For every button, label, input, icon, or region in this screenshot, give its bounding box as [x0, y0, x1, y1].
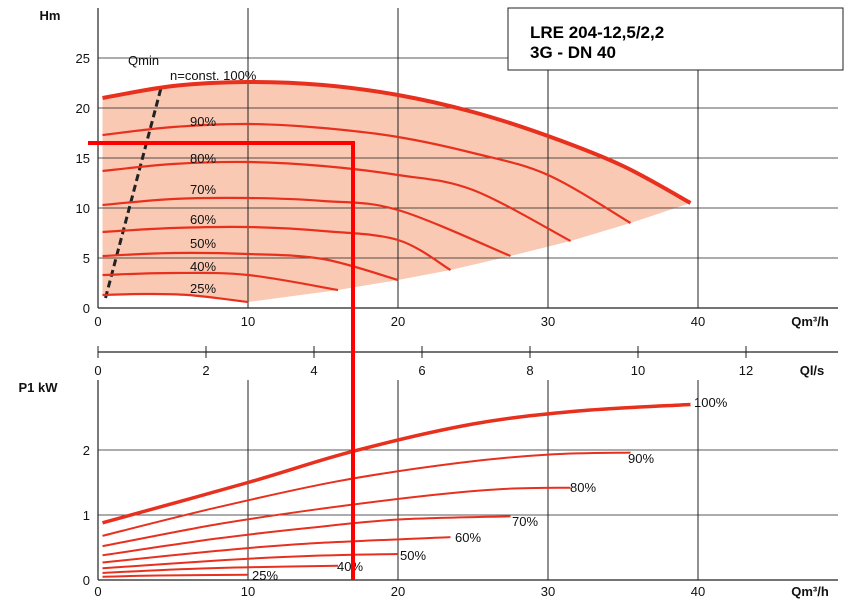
- y-tick-label: 2: [83, 443, 90, 458]
- head-curve: [102, 160, 572, 242]
- x-tick-label: 30: [541, 314, 555, 329]
- power-curve-label: 100%: [694, 395, 728, 410]
- x-tick-label: 30: [541, 584, 555, 599]
- secondary-tick-label: 6: [418, 363, 425, 378]
- y-tick-label: 10: [76, 201, 90, 216]
- power-curve: [102, 515, 511, 557]
- power-curve: [102, 573, 249, 578]
- secondary-tick-label: 2: [202, 363, 209, 378]
- x-tick-label: 0: [94, 314, 101, 329]
- y-tick-label: 15: [76, 151, 90, 166]
- secondary-flow-axis: 0 2 4 6 8 10 12 Ql/s: [94, 346, 838, 378]
- power-curve-label: 60%: [455, 530, 481, 545]
- y-tick-label: 20: [76, 101, 90, 116]
- secondary-tick-label: 8: [526, 363, 533, 378]
- operating-region: [102, 81, 691, 302]
- head-curve-label: 40%: [190, 259, 216, 274]
- power-curve-label: 90%: [628, 451, 654, 466]
- power-curve: [102, 536, 451, 564]
- power-curve-label: 25%: [252, 568, 278, 583]
- power-curve: [102, 402, 691, 525]
- y-tick-label: 1: [83, 508, 90, 523]
- power-curve-label: 50%: [400, 548, 426, 563]
- x-axis-label: Qm³/h: [791, 314, 829, 329]
- x-axis-label: Qm³/h: [791, 584, 829, 599]
- head-curve-label: 60%: [190, 212, 216, 227]
- power-curve: [102, 553, 399, 570]
- head-curve-label: 25%: [190, 281, 216, 296]
- head-curve-label: 70%: [190, 182, 216, 197]
- head-curve: [102, 196, 511, 258]
- secondary-tick-label: 0: [94, 363, 101, 378]
- head-curve-label: 80%: [190, 151, 216, 166]
- power-curve-label: 80%: [570, 480, 596, 495]
- chart-subtitle: 3G - DN 40: [530, 43, 616, 62]
- x-tick-label: 40: [691, 314, 705, 329]
- power-curve: [102, 564, 339, 574]
- head-curve: [102, 292, 249, 304]
- x-tick-label: 20: [391, 314, 405, 329]
- power-curve-label: 40%: [337, 559, 363, 574]
- secondary-tick-label: 12: [739, 363, 753, 378]
- head-curve: [102, 271, 339, 292]
- y-tick-label: 5: [83, 251, 90, 266]
- chart-title: LRE 204-12,5/2,2: [530, 23, 664, 42]
- head-curve-label: 50%: [190, 236, 216, 251]
- x-tick-label: 40: [691, 584, 705, 599]
- y-tick-label: 0: [83, 573, 90, 588]
- head-curve: [102, 225, 452, 271]
- y-tick-label: 25: [76, 51, 90, 66]
- power-curve: [102, 451, 631, 537]
- qmin-line: [104, 87, 163, 299]
- secondary-tick-label: 4: [310, 363, 317, 378]
- y-axis-label: P1 kW: [18, 380, 58, 395]
- x-tick-label: 10: [241, 584, 255, 599]
- x-tick-label: 0: [94, 584, 101, 599]
- x-tick-label: 20: [391, 584, 405, 599]
- secondary-tick-label: 10: [631, 363, 645, 378]
- head-curve: [102, 251, 399, 282]
- secondary-axis-label: Ql/s: [800, 363, 825, 378]
- power-curve: [102, 486, 571, 548]
- x-tick-label: 10: [241, 314, 255, 329]
- head-curve-label: 90%: [190, 114, 216, 129]
- qmin-label: Qmin: [128, 53, 159, 68]
- y-tick-label: 0: [83, 301, 90, 316]
- chart-title-box: LRE 204-12,5/2,2 3G - DN 40: [507, 7, 844, 71]
- head-curve: [102, 122, 632, 224]
- y-axis-label: Hm: [40, 8, 61, 23]
- head-curve: [102, 79, 692, 205]
- power-curve-label: 70%: [512, 514, 538, 529]
- head-curve-label: n=const. 100%: [170, 68, 257, 83]
